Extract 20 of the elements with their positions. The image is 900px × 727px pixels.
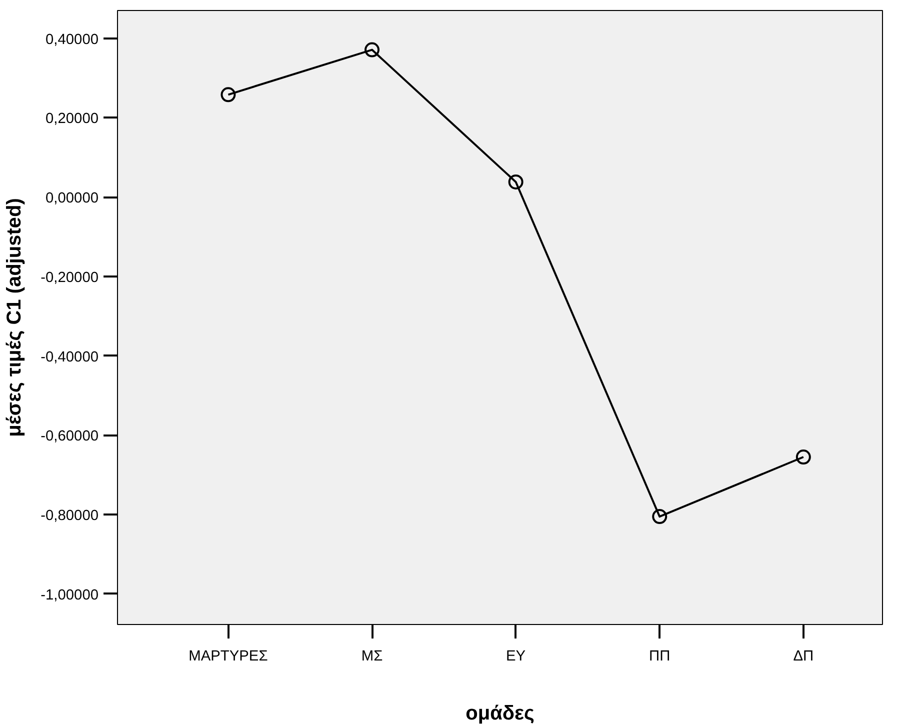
- point: [652, 509, 668, 524]
- x-axis-title: ομάδες: [466, 702, 534, 724]
- y-tick-label: 0,20000: [46, 111, 99, 128]
- x-tick-label: ΜΣ: [361, 648, 383, 664]
- y-tick-label: 0,40000: [46, 32, 99, 48]
- point: [508, 174, 524, 190]
- y-tick-label: -0,40000: [40, 349, 98, 366]
- y-tick-label: -0,60000: [40, 428, 98, 445]
- point: [796, 450, 811, 464]
- y-tick-label: -1,00000: [40, 587, 98, 604]
- y-tick-label: 0,00000: [46, 190, 99, 207]
- point: [220, 87, 236, 102]
- point: [364, 42, 380, 58]
- x-tick-label: ΕΥ: [506, 648, 526, 664]
- x-tick-label: ΠΠ: [649, 648, 670, 664]
- y-axis-title: μέσες τιμές C1 (adjusted): [4, 198, 26, 437]
- x-tick-label: ΔΠ: [793, 648, 814, 664]
- y-tick-label: -0,20000: [40, 270, 98, 286]
- y-tick-label: -0,80000: [40, 508, 98, 524]
- x-tick-label: ΜΑΡΤΥΡΕΣ: [188, 648, 268, 664]
